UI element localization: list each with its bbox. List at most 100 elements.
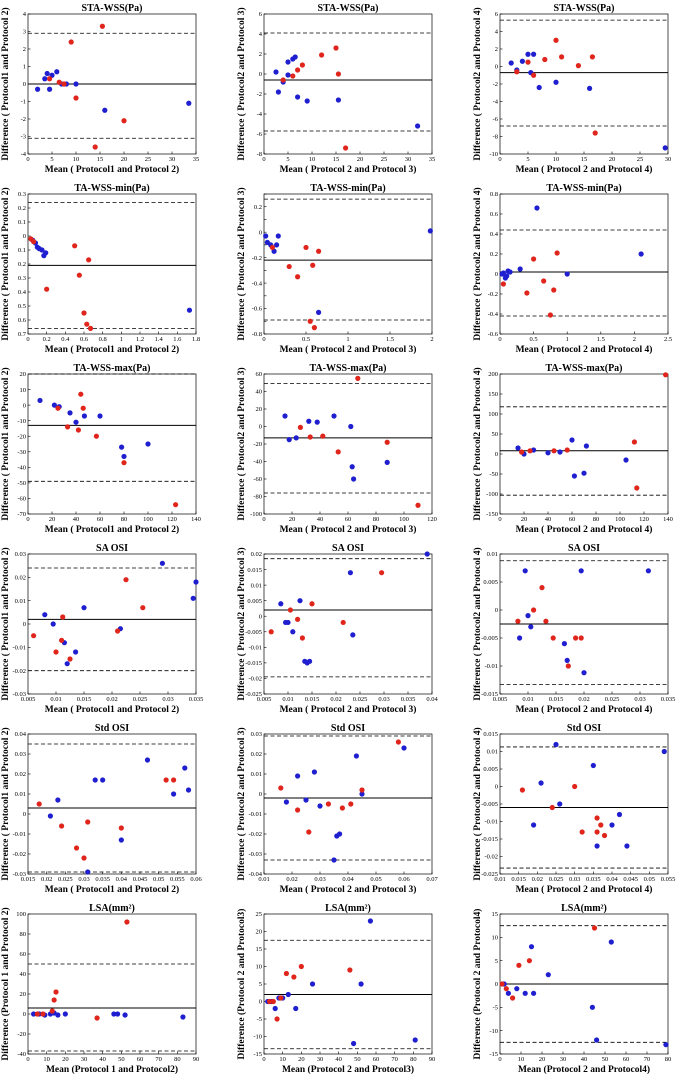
data-point-red [67,656,73,662]
data-point-red [601,832,608,839]
y-tick-label: 50 [492,431,499,438]
y-tick-label: 0 [495,981,498,988]
plot-frame [499,13,669,155]
y-tick-label: -0.015 [245,660,262,667]
data-point-blue [121,453,127,460]
y-tick-label: -50 [489,471,498,478]
x-tick-label: 0 [262,516,265,523]
data-point-blue [337,831,343,837]
x-tick-label: 1.4 [155,336,164,343]
x-tick-label: 0.025 [549,876,564,883]
data-point-blue [306,418,312,424]
x-tick-label: 1 [120,336,123,343]
y-tick-label: -30 [17,449,26,456]
data-point-red [81,310,87,316]
y-tick-label: 2 [495,46,498,53]
chart-title: Std OSI [95,723,129,734]
plot-frame [499,193,669,335]
x-tick-label: 25 [637,156,644,163]
data-point-blue [73,419,79,425]
y-tick-label: -15 [489,1051,498,1058]
data-point-blue [73,649,79,655]
y-tick-label: 0.015 [483,731,498,738]
data-point-red [124,919,130,925]
x-tick-label: 35 [193,156,200,163]
x-axis-label: Mean ( Protocol1 and Protocol 2) [45,884,179,895]
y-tick-label: 200 [488,371,498,378]
data-point-red [663,372,669,378]
y-tick-label: -2 [493,81,498,88]
data-point-blue [594,1037,600,1043]
data-point-blue [85,869,91,875]
x-tick-label: 80 [593,516,600,523]
data-point-red [559,54,565,60]
x-tick-label: 2.5 [664,336,672,343]
x-tick-label: 70 [644,1056,651,1063]
x-tick-label: 20 [62,1056,69,1063]
data-point-blue [536,84,542,91]
x-tick-label: 30 [169,156,176,163]
x-tick-label: 0.015 [305,696,320,703]
y-tick-label: 0.01 [251,771,262,778]
y-tick-label: -100 [250,511,262,518]
x-tick-label: 25 [381,156,388,163]
y-tick-label: -0.005 [481,801,498,808]
data-point-red [75,427,81,433]
data-point-blue [531,990,537,996]
y-tick-label: -0.03 [12,871,26,878]
x-tick-label: 140 [191,516,201,523]
x-tick-label: 80 [121,516,128,523]
data-point-red [519,787,526,793]
data-point-red [573,635,579,641]
data-point-red [415,502,421,508]
y-tick-label: -0.01 [484,663,498,670]
x-tick-label: 0.03 [162,696,173,703]
x-tick-label: 60 [373,1056,380,1063]
data-point-red [311,325,317,331]
data-point-red [295,616,301,622]
y-tick-label: -0.01 [248,811,262,818]
data-point-blue [348,423,354,430]
x-tick-label: 20 [49,516,56,523]
data-point-blue [171,791,177,797]
y-tick-label: 0.03 [251,731,262,738]
data-point-red [333,45,339,51]
data-point-red [551,448,557,454]
x-axis-label: Mean (Protocol 2 and Protocol4) [518,1064,650,1074]
data-point-red [92,144,98,150]
x-tick-label: 20 [357,156,364,163]
x-tick-label: 120 [167,516,177,523]
x-tick-label: 0.6 [80,336,89,343]
data-point-blue [553,79,559,85]
x-tick-label: 2 [430,336,433,343]
data-point-blue [285,991,291,998]
data-point-red [565,663,571,669]
y-tick-label: -60 [17,496,26,503]
data-point-red [123,577,129,583]
data-point-red [295,807,301,813]
data-point-blue [55,797,61,803]
data-point-blue [583,443,590,449]
y-tick-label: 0.01 [487,551,498,558]
data-point-red [49,1008,55,1014]
y-tick-label: 2 [259,51,262,58]
data-point-blue [662,145,668,151]
chart-title: Std OSI [567,723,601,734]
y-axis-label: Difference ( Protocol2 and Protocol 4) [472,547,483,700]
data-point-blue [43,250,49,256]
chart-title: TA-WSS-min(Pa) [74,183,149,194]
y-tick-label: 150 [488,391,498,398]
y-tick-label: -0.2 [488,291,498,298]
data-point-red [56,79,62,85]
data-point-blue [557,801,563,807]
x-tick-label: 80 [174,1056,181,1063]
x-tick-label: 0.05 [153,876,164,883]
data-point-blue [144,757,151,763]
y-tick-label: -0.02 [248,676,262,683]
y-tick-label: 0 [495,64,498,71]
x-tick-label: 0.04 [426,696,438,703]
data-point-blue [594,843,600,849]
y-tick-label: -0.03 [12,691,26,698]
y-tick-label: -10 [253,1034,262,1041]
data-point-red [72,243,78,249]
